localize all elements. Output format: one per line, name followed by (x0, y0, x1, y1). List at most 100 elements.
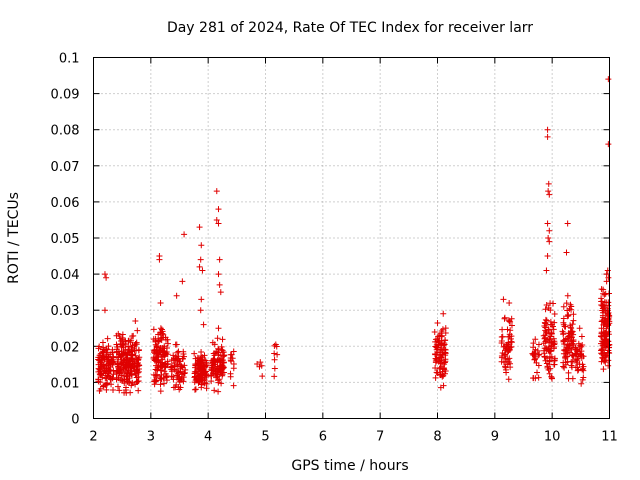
data-point (602, 359, 609, 366)
data-point (561, 323, 568, 330)
data-point (151, 378, 158, 385)
data-point (157, 335, 164, 342)
data-point (120, 340, 127, 347)
data-point (97, 359, 104, 366)
x-tick-label: 10 (544, 430, 561, 445)
data-point (577, 342, 584, 349)
data-point (153, 344, 160, 351)
data-point (108, 356, 115, 363)
data-point (432, 351, 439, 358)
data-point (254, 361, 261, 368)
data-point (599, 307, 606, 314)
data-point (271, 356, 278, 363)
data-point (119, 352, 126, 359)
data-point (550, 335, 557, 342)
data-point (577, 350, 584, 357)
data-point (97, 350, 104, 357)
data-point (599, 338, 606, 345)
data-point (129, 379, 136, 386)
data-point (602, 330, 609, 337)
data-point (259, 373, 266, 380)
y-tick-label: 0.01 (51, 376, 80, 391)
data-point (551, 319, 558, 326)
data-point (546, 227, 553, 234)
data-point (215, 379, 222, 386)
data-point (201, 379, 208, 386)
data-point (564, 292, 571, 299)
data-point (574, 348, 581, 355)
data-point (534, 369, 541, 376)
data-point (197, 307, 204, 314)
data-point (162, 363, 169, 370)
data-point (157, 325, 164, 332)
data-point (163, 349, 170, 356)
data-point (603, 325, 610, 332)
x-tick-label: 11 (601, 430, 618, 445)
data-point (566, 305, 573, 312)
data-point (96, 387, 103, 394)
data-point (150, 326, 157, 333)
data-point (129, 333, 136, 340)
data-point (179, 278, 186, 285)
data-point (543, 267, 550, 274)
data-point (565, 336, 572, 343)
data-point (601, 317, 608, 324)
data-point (545, 305, 552, 312)
data-point (565, 369, 572, 376)
data-point (541, 322, 548, 329)
data-point (114, 343, 121, 350)
data-point (106, 373, 113, 380)
data-point (192, 355, 199, 362)
data-point (560, 359, 567, 366)
data-point (574, 357, 581, 364)
data-point (177, 368, 184, 375)
data-point (577, 351, 584, 358)
data-point (160, 352, 167, 359)
data-point (578, 380, 585, 387)
data-point (547, 300, 554, 307)
data-point (158, 346, 165, 353)
data-point (506, 355, 513, 362)
data-point (572, 344, 579, 351)
data-point (503, 369, 510, 376)
data-point (542, 327, 549, 334)
data-point (499, 326, 506, 333)
data-point (99, 374, 106, 381)
data-point (215, 271, 222, 278)
data-point (195, 361, 202, 368)
data-point (132, 318, 139, 325)
data-point (160, 331, 167, 338)
data-point (600, 366, 607, 373)
data-point (196, 263, 203, 270)
data-point (544, 126, 551, 133)
data-point (530, 340, 537, 347)
data-point (101, 307, 108, 314)
data-point (564, 342, 571, 349)
data-point (208, 378, 215, 385)
data-point (560, 303, 567, 310)
data-point (579, 376, 586, 383)
data-point (170, 374, 177, 381)
data-point (100, 382, 107, 389)
data-point (542, 316, 549, 323)
data-point (131, 347, 138, 354)
data-point (157, 375, 164, 382)
data-point (182, 366, 189, 373)
y-tick-label: 0.07 (51, 160, 80, 175)
data-point (198, 352, 205, 359)
y-tick-label: 0.03 (51, 304, 80, 319)
data-point (227, 351, 234, 358)
data-point (434, 319, 441, 326)
data-point (542, 338, 549, 345)
data-point (572, 356, 579, 363)
data-point (551, 355, 558, 362)
data-point (605, 302, 612, 309)
data-point (432, 365, 439, 372)
data-point (104, 335, 111, 342)
data-point (157, 381, 164, 388)
data-point (215, 325, 222, 332)
data-point (135, 373, 142, 380)
data-point (559, 328, 566, 335)
data-point (150, 355, 157, 362)
data-point (548, 375, 555, 382)
